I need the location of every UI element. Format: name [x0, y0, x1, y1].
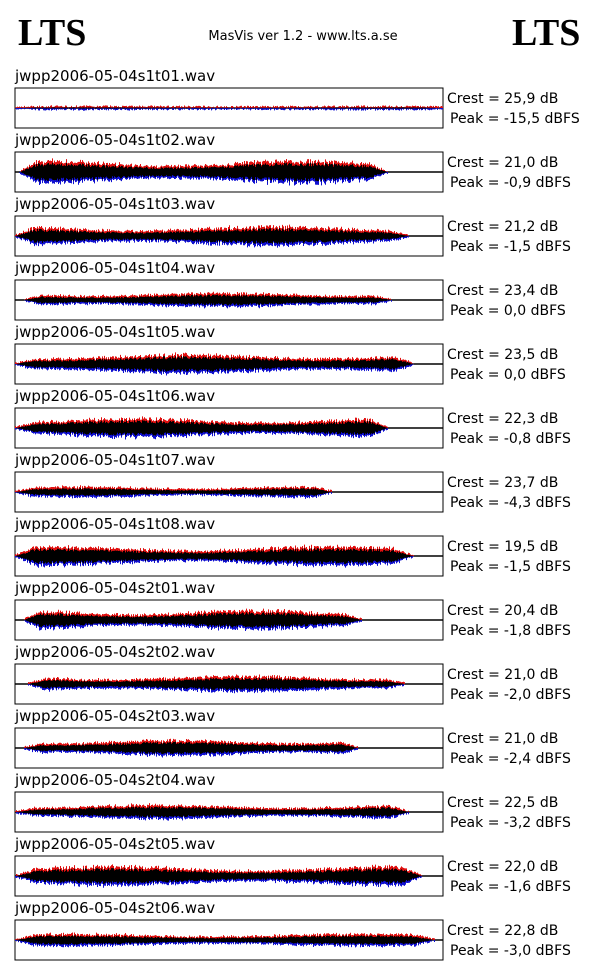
file-name: jwpp2006-05-04s1t07.wav: [14, 451, 215, 469]
file-name: jwpp2006-05-04s1t02.wav: [14, 131, 215, 149]
peak-value: Peak = -2,4 dBFS: [450, 751, 571, 767]
crest-value: Crest = 21,0 dB: [447, 155, 558, 171]
peak-value: Peak = -3,2 dBFS: [450, 815, 571, 831]
waveform-sum: [16, 548, 414, 564]
waveform-sum: [24, 294, 392, 306]
crest-value: Crest = 22,3 dB: [447, 411, 558, 427]
waveform-sum: [16, 107, 443, 109]
peak-value: Peak = -15,5 dBFS: [450, 111, 580, 127]
waveform-sum: [16, 228, 409, 244]
peak-value: Peak = -3,0 dBFS: [450, 943, 571, 959]
file-name: jwpp2006-05-04s1t01.wav: [14, 67, 215, 85]
peak-value: Peak = -1,5 dBFS: [450, 559, 571, 575]
waveform-sum: [16, 935, 435, 945]
track-list: jwpp2006-05-04s1t01.wav Crest = 25,9 dB Pe…: [14, 67, 580, 961]
crest-value: Crest = 21,0 dB: [447, 731, 558, 747]
right-logo: LTS: [512, 12, 580, 54]
peak-value: Peak = 0,0 dBFS: [450, 367, 566, 383]
peak-value: Peak = 0,0 dBFS: [450, 303, 566, 319]
file-name: jwpp2006-05-04s1t06.wav: [14, 387, 215, 405]
file-name: jwpp2006-05-04s2t04.wav: [14, 771, 215, 789]
waveform-left: [15, 105, 443, 108]
waveform-sum: [16, 488, 332, 496]
waveform-sum: [19, 162, 388, 182]
peak-value: Peak = -1,5 dBFS: [450, 239, 571, 255]
peak-value: Peak = -1,8 dBFS: [450, 623, 571, 639]
peak-value: Peak = -4,3 dBFS: [450, 495, 571, 511]
file-name: jwpp2006-05-04s1t05.wav: [14, 323, 215, 341]
waveform-sum: [16, 356, 414, 372]
crest-value: Crest = 20,4 dB: [447, 603, 558, 619]
peak-value: Peak = -0,9 dBFS: [450, 175, 571, 191]
file-name: jwpp2006-05-04s1t04.wav: [14, 259, 215, 277]
crest-value: Crest = 23,4 dB: [447, 283, 558, 299]
waveform-sum: [28, 677, 405, 691]
waveform-sum: [24, 612, 362, 628]
header-title: MasVis ver 1.2 - www.lts.a.se: [208, 29, 397, 44]
file-name: jwpp2006-05-04s2t06.wav: [14, 899, 215, 917]
waveform-sum: [16, 420, 388, 436]
waveform-sum: [24, 741, 358, 755]
crest-value: Crest = 19,5 dB: [447, 539, 558, 555]
crest-value: Crest = 22,8 dB: [447, 923, 558, 939]
file-name: jwpp2006-05-04s1t08.wav: [14, 515, 215, 533]
file-name: jwpp2006-05-04s2t01.wav: [14, 579, 215, 597]
crest-value: Crest = 22,0 dB: [447, 859, 558, 875]
waveform-sum: [16, 868, 422, 884]
file-name: jwpp2006-05-04s2t05.wav: [14, 835, 215, 853]
file-name: jwpp2006-05-04s2t03.wav: [14, 707, 215, 725]
crest-value: Crest = 21,0 dB: [447, 667, 558, 683]
crest-value: Crest = 25,9 dB: [447, 91, 558, 107]
crest-value: Crest = 22,5 dB: [447, 795, 558, 811]
peak-value: Peak = -1,6 dBFS: [450, 879, 571, 895]
file-name: jwpp2006-05-04s1t03.wav: [14, 195, 215, 213]
left-logo: LTS: [18, 12, 86, 54]
waveform-sum: [16, 806, 409, 818]
peak-value: Peak = -0,8 dBFS: [450, 431, 571, 447]
crest-value: Crest = 21,2 dB: [447, 219, 558, 235]
file-name: jwpp2006-05-04s2t02.wav: [14, 643, 215, 661]
crest-value: Crest = 23,7 dB: [447, 475, 558, 491]
peak-value: Peak = -2,0 dBFS: [450, 687, 571, 703]
crest-value: Crest = 23,5 dB: [447, 347, 558, 363]
